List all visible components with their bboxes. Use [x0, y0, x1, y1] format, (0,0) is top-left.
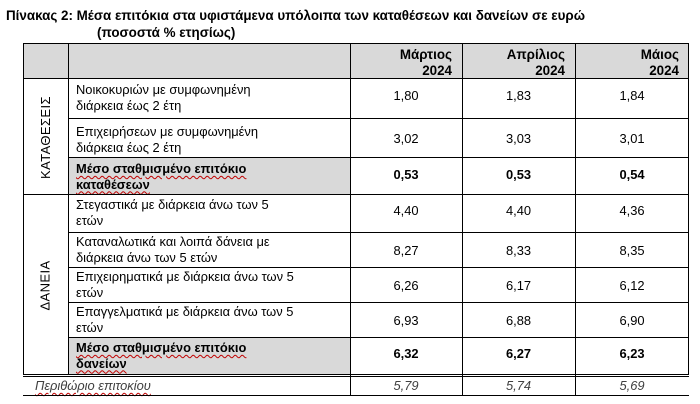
table-row-interest-margin: Περιθώριο επιτοκίου 5,79 5,74 5,69	[35, 378, 645, 393]
table-row-loans-average: Μέσο σταθμισμένο επιτόκιο δανείων 6,32 6,…	[23, 338, 689, 374]
header-may: Μάιος 2024	[640, 47, 679, 78]
group-label-loans: ΔΑΝΕΙΑ	[37, 260, 53, 311]
table-row: Επαγγελματικά με διάρκεια άνω των 5 ετών …	[76, 304, 645, 335]
header-march: Μάρτιος 2024	[399, 47, 452, 78]
table-row: Καταναλωτικά και λοιπά δάνεια με διάρκεια…	[76, 234, 645, 265]
table-row-deposits-average: Μέσο σταθμισμένο επιτόκιο καταθέσεων 0,53…	[23, 158, 689, 194]
table-row: Επιχειρηματικά με διάρκεια άνω των 5 ετών…	[76, 269, 645, 300]
table-row: Νοικοκυριών με συμφωνημένη διάρκεια έως 2…	[76, 82, 645, 113]
header-row: Μάρτιος 2024 Απρίλιος 2024 Μάιος 2024	[23, 43, 689, 78]
header-april: Απρίλιος 2024	[506, 47, 565, 78]
table-row: Επιχειρήσεων με συμφωνημένη διάρκεια έως …	[76, 124, 645, 155]
table-title: Πίνακας 2: Μέσα επιτόκια στα υφιστάμενα …	[6, 8, 586, 23]
rates-table: Μάρτιος 2024 Απρίλιος 2024 Μάιος 2024 Νοικο…	[23, 43, 689, 396]
group-label-deposits: ΚΑΤΑΘΕΣΕΙΣ	[37, 95, 53, 179]
table-subtitle: (ποσοστά % ετησίως)	[97, 25, 236, 40]
table-row: Στεγαστικά με διάρκεια άνω των 5 ετών 4,4…	[76, 197, 645, 228]
